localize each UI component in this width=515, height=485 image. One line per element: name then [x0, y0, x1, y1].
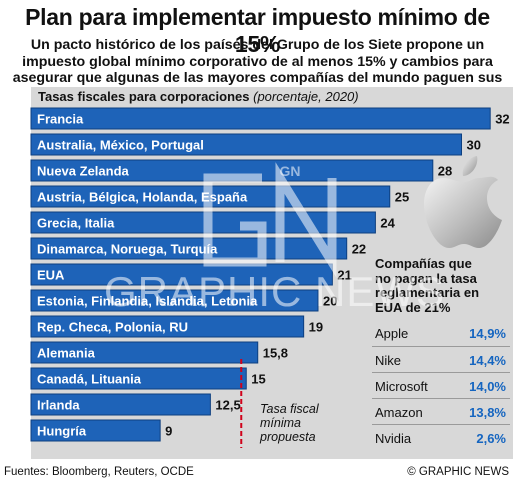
company-name: Apple — [375, 326, 409, 341]
company-row-nike: Nike 14,4% — [372, 346, 510, 372]
company-list: Apple 14,9% Nike 14,4% Microsoft 14,0% A… — [372, 320, 510, 450]
company-rate: 2,6% — [476, 431, 506, 446]
chart-unit-note: (porcentaje, 2020) — [253, 89, 359, 104]
chart-caption: Tasas fiscales para corporaciones (porce… — [38, 89, 359, 104]
chart-title: Tasas fiscales para corporaciones — [38, 89, 250, 104]
panel-heading-line: no pagan la tasa — [375, 270, 477, 286]
company-name: Nvidia — [375, 431, 412, 446]
page-title: Plan para implementar impuesto mínimo de… — [25, 4, 490, 57]
threshold-note-line: mínima — [260, 416, 301, 430]
company-row-apple: Apple 14,9% — [372, 320, 510, 346]
company-row-microsoft: Microsoft 14,0% — [372, 372, 510, 398]
company-rate: 14,4% — [469, 353, 506, 368]
panel-heading: Compañías que no pagan la tasa reglament… — [372, 256, 510, 315]
footer-credit: © GRAPHIC NEWS — [407, 466, 509, 478]
panel-heading-line: Compañías que — [375, 256, 472, 271]
company-row-nvidia: Nvidia 2,6% — [372, 424, 510, 450]
panel-heading-line: EUA de 21% — [375, 299, 451, 315]
company-rate: 14,9% — [469, 326, 506, 341]
company-row-amazon: Amazon 13,8% — [372, 398, 510, 424]
panel-heading-line: reglamentaria en — [375, 285, 480, 300]
company-name: Microsoft — [375, 379, 428, 394]
company-rate: 14,0% — [469, 379, 506, 394]
threshold-note-line: Tasa fiscal — [260, 402, 319, 416]
threshold-note-line: propuesta — [260, 430, 316, 444]
threshold-note: Tasa fiscal mínima propuesta — [260, 402, 319, 444]
company-rate: 13,8% — [469, 405, 506, 420]
companies-panel: Compañías que no pagan la tasa reglament… — [372, 256, 510, 455]
company-name: Nike — [375, 353, 402, 368]
apple-logo-icon — [424, 156, 502, 248]
footer-source: Fuentes: Bloomberg, Reuters, OCDE — [4, 466, 194, 478]
company-name: Amazon — [375, 405, 423, 420]
